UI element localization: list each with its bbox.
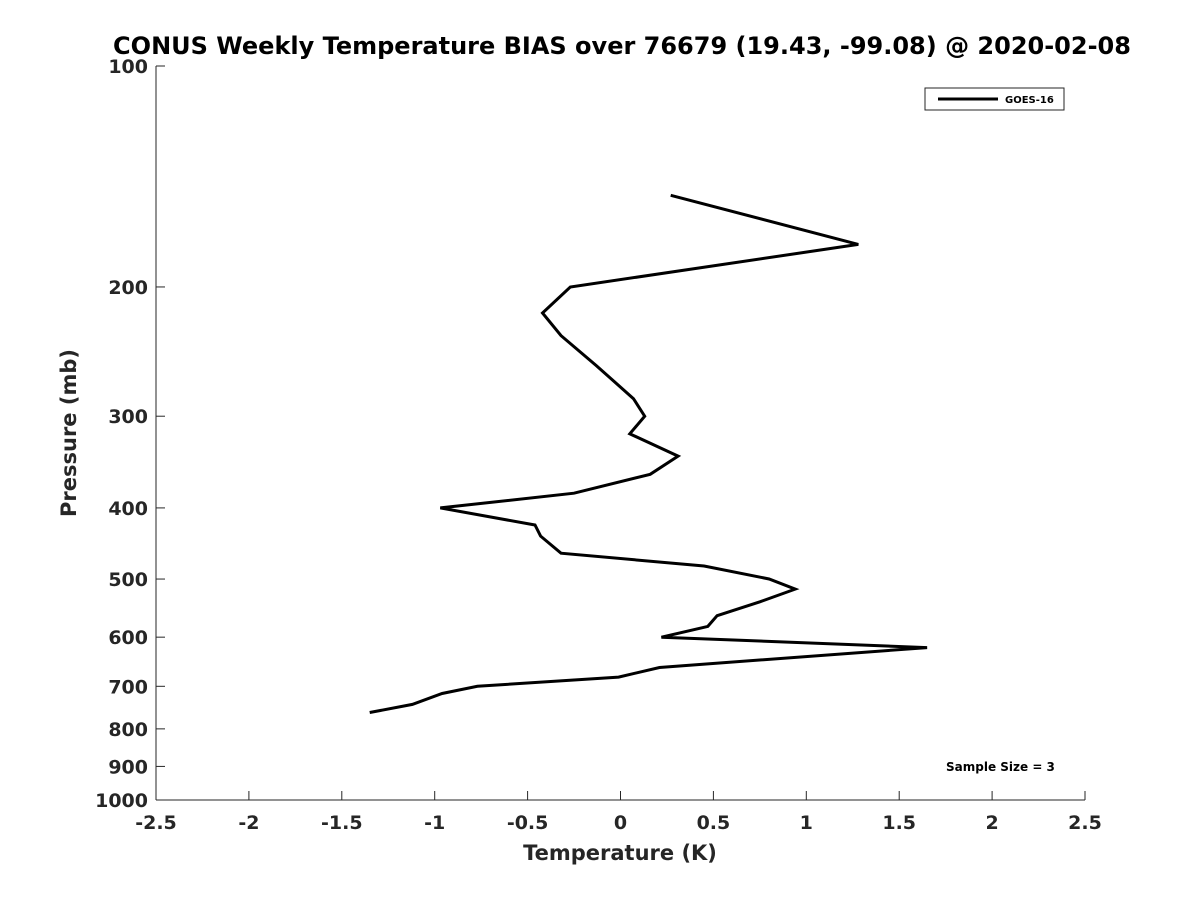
chart-title: CONUS Weekly Temperature BIAS over 76679… [113, 32, 1131, 60]
x-tick-label: -2 [238, 812, 259, 834]
axes [155, 66, 1085, 801]
y-tick-label: 900 [108, 756, 148, 778]
y-tick-label: 800 [108, 719, 148, 741]
y-tick-label: 500 [108, 569, 148, 591]
series-group [369, 193, 928, 714]
x-tick-label: 2 [985, 812, 998, 834]
y-tick-label: 700 [108, 676, 148, 698]
x-ticks: -2.5 -2 -1.5 -1 -0.5 0 0.5 1 1.5 2 2.5 [135, 791, 1102, 834]
x-tick-label: 1.5 [882, 812, 916, 834]
x-tick-label: 1 [800, 812, 813, 834]
x-tick-label: -1.5 [321, 812, 363, 834]
x-tick-label: -0.5 [507, 812, 549, 834]
x-tick-label: 0.5 [697, 812, 731, 834]
y-ticks: 100 200 300 400 500 600 700 800 900 1000 [95, 56, 165, 812]
y-tick-label: 300 [108, 406, 148, 428]
x-tick-label: 2.5 [1068, 812, 1102, 834]
x-axis-label: Temperature (K) [523, 841, 717, 865]
y-tick-label: 200 [108, 277, 148, 299]
x-tick-label: -2.5 [135, 812, 177, 834]
y-tick-label: 400 [108, 498, 148, 520]
x-tick-label: -1 [424, 812, 445, 834]
y-tick-label: 100 [108, 56, 148, 78]
series-line-goes-16 [369, 193, 928, 714]
y-axis-label: Pressure (mb) [57, 349, 81, 517]
x-tick-label: 0 [614, 812, 627, 834]
y-tick-label: 1000 [95, 790, 148, 812]
legend: GOES-16 [924, 87, 1065, 111]
legend-label-goes-16: GOES-16 [1005, 95, 1054, 106]
y-tick-label: 600 [108, 627, 148, 649]
sample-size-annotation: Sample Size = 3 [946, 760, 1055, 774]
